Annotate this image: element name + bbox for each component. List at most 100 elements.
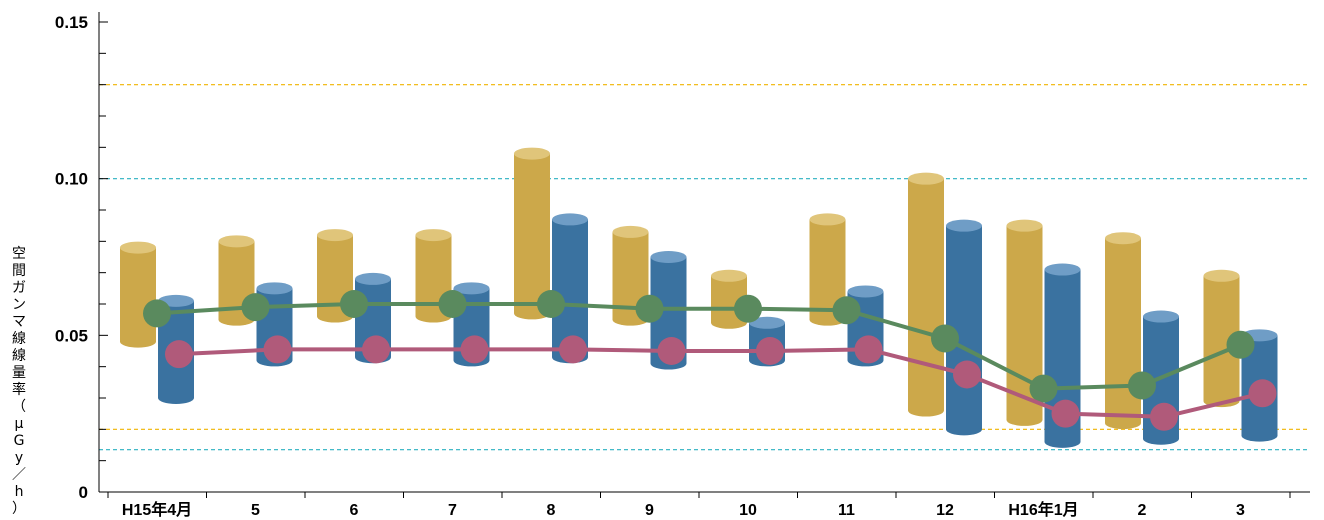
series-point: [340, 290, 368, 318]
range-bar-top: [612, 225, 649, 238]
range-bar-body: [514, 153, 550, 320]
series-point: [931, 324, 959, 353]
range-bar-top: [650, 251, 687, 263]
series-point: [362, 335, 390, 364]
series-lines: [143, 290, 1277, 431]
range-bar-body: [908, 178, 944, 417]
x-tick-label: 11: [838, 502, 855, 519]
range-bar-top: [218, 235, 255, 248]
y-axis-label-char: 間: [12, 263, 26, 279]
y-tick-label: 0.05: [55, 326, 88, 345]
series-point: [1128, 371, 1156, 400]
x-tick-label: 9: [645, 502, 654, 519]
series-point: [657, 337, 686, 365]
range-bar: [514, 147, 550, 320]
y-tick-label: 0.15: [55, 13, 88, 32]
series-point: [854, 335, 883, 364]
range-bar-body: [1203, 275, 1240, 408]
range-bar-top: [1006, 219, 1043, 232]
x-tick-label: 12: [936, 502, 954, 519]
range-bar-body: [552, 219, 588, 364]
x-tick-label: 6: [350, 502, 359, 519]
y-axis-label-char: ）: [12, 501, 26, 517]
series-point: [734, 294, 762, 323]
series-point: [1051, 399, 1080, 428]
range-bar-top: [552, 213, 588, 226]
series-point: [1248, 379, 1277, 408]
x-tick-label: 8: [547, 502, 556, 519]
y-axis-label-char: h: [14, 484, 24, 500]
range-bar-top: [514, 147, 550, 160]
series-point: [143, 299, 171, 328]
range-bar-top: [317, 229, 353, 242]
x-tick-label: 3: [1236, 502, 1245, 519]
series-point: [241, 293, 270, 322]
range-bar: [1105, 232, 1141, 430]
series-line: [156, 302, 1242, 391]
x-tick-label: H16年1月: [1008, 500, 1078, 519]
y-axis-label-char: G: [13, 433, 25, 449]
range-bar-body: [809, 219, 846, 326]
range-bar-body: [120, 247, 156, 348]
series-point: [263, 335, 292, 364]
series-point: [953, 360, 981, 389]
series-point: [635, 294, 664, 323]
x-tick-label: 2: [1138, 502, 1147, 519]
axes: [98, 12, 1310, 498]
range-bar-top: [749, 316, 785, 329]
range-bar: [552, 213, 588, 364]
range-bar-top: [415, 229, 452, 242]
series-point: [756, 337, 784, 365]
range-bar-top: [946, 219, 982, 232]
y-tick-label: 0.10: [55, 170, 88, 189]
range-bar-top: [1105, 232, 1141, 245]
y-axis-label-char: 線: [12, 331, 26, 347]
x-tick-label: 10: [739, 502, 757, 519]
x-tick-label: 7: [448, 502, 457, 519]
y-axis-label-char: 線: [12, 348, 26, 364]
range-bar-top: [453, 282, 490, 295]
range-bar-top: [809, 213, 846, 226]
range-bars: [120, 147, 1278, 448]
range-bar-top: [1203, 269, 1240, 282]
y-axis-label-char: マ: [12, 314, 26, 330]
range-bar-top: [908, 172, 944, 185]
range-bar: [120, 241, 156, 348]
series-point: [1029, 374, 1058, 403]
range-bar-top: [1044, 263, 1081, 276]
range-bar-top: [256, 282, 293, 295]
y-axis-label-char: ／: [12, 467, 26, 483]
y-axis-label-char: 空: [12, 246, 26, 262]
range-bar-body: [1105, 238, 1141, 430]
range-bar: [908, 172, 944, 417]
y-axis-label-char: （: [12, 399, 26, 415]
reference-lines: [99, 84, 1310, 451]
series-point: [559, 335, 587, 364]
range-bar-top: [711, 269, 747, 282]
range-bar-top: [120, 241, 156, 254]
range-bar: [809, 213, 846, 326]
range-bar-top: [847, 285, 884, 298]
range-bar-top: [1143, 310, 1179, 323]
series-point: [832, 296, 861, 325]
range-bar: [1203, 269, 1240, 408]
series-line: [178, 347, 1263, 419]
series-point: [165, 340, 193, 369]
y-axis-label-char: 量: [12, 365, 26, 381]
y-axis-label-char: ガ: [12, 280, 26, 296]
x-tick-label: H15年4月: [122, 500, 192, 519]
y-axis-label-char: 率: [12, 382, 26, 398]
x-tick-label: 5: [251, 502, 260, 519]
series-point: [460, 335, 489, 364]
y-axis-label-char: μ: [14, 416, 24, 432]
series-point: [537, 290, 565, 318]
tick-labels: 0 0.05 0.10 0.15 H15年4月 5 6 7 8 9 10 11 12 H16年1月 2 3: [55, 13, 1245, 519]
series-point: [1226, 330, 1255, 359]
series-point: [438, 290, 467, 318]
y-axis-label-char: ン: [12, 297, 26, 313]
series-point: [1150, 402, 1178, 431]
range-bar-top: [355, 272, 391, 285]
y-tick-label: 0: [79, 483, 88, 502]
